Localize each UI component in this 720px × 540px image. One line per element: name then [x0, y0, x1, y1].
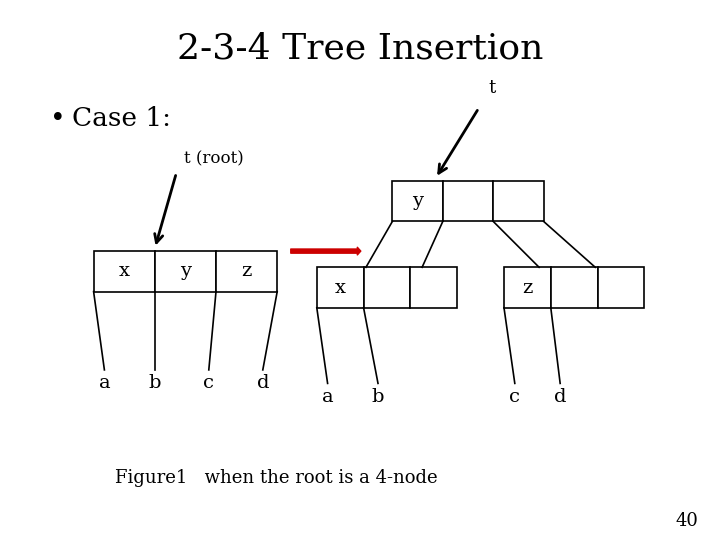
Text: b: b	[372, 388, 384, 406]
Bar	[317, 267, 364, 308]
Text: z: z	[241, 262, 252, 280]
Bar	[410, 267, 457, 308]
Text: 40: 40	[675, 512, 698, 530]
Bar	[551, 267, 598, 308]
FancyArrowPatch shape	[291, 247, 361, 255]
Text: d: d	[554, 388, 567, 406]
Text: •: •	[50, 106, 66, 132]
Bar	[364, 267, 410, 308]
Text: x: x	[119, 262, 130, 280]
Bar	[392, 181, 443, 221]
Bar	[155, 251, 216, 292]
Text: d: d	[256, 374, 269, 393]
Text: 2-3-4 Tree Insertion: 2-3-4 Tree Insertion	[177, 32, 543, 65]
Text: a: a	[99, 374, 110, 393]
Text: a: a	[322, 388, 333, 406]
Text: t: t	[488, 79, 495, 97]
Text: Figure1   when the root is a 4-node: Figure1 when the root is a 4-node	[115, 469, 438, 487]
Bar	[443, 181, 493, 221]
Text: Case 1:: Case 1:	[72, 106, 171, 131]
Text: c: c	[203, 374, 215, 393]
Text: x: x	[335, 279, 346, 296]
Text: y: y	[180, 262, 191, 280]
Text: c: c	[509, 388, 521, 406]
Bar	[216, 251, 277, 292]
Text: z: z	[522, 279, 533, 296]
Bar	[94, 251, 155, 292]
Bar	[493, 181, 544, 221]
Text: t (root): t (root)	[184, 151, 243, 167]
Text: y: y	[412, 192, 423, 210]
Text: b: b	[148, 374, 161, 393]
Bar	[598, 267, 644, 308]
Bar	[504, 267, 551, 308]
